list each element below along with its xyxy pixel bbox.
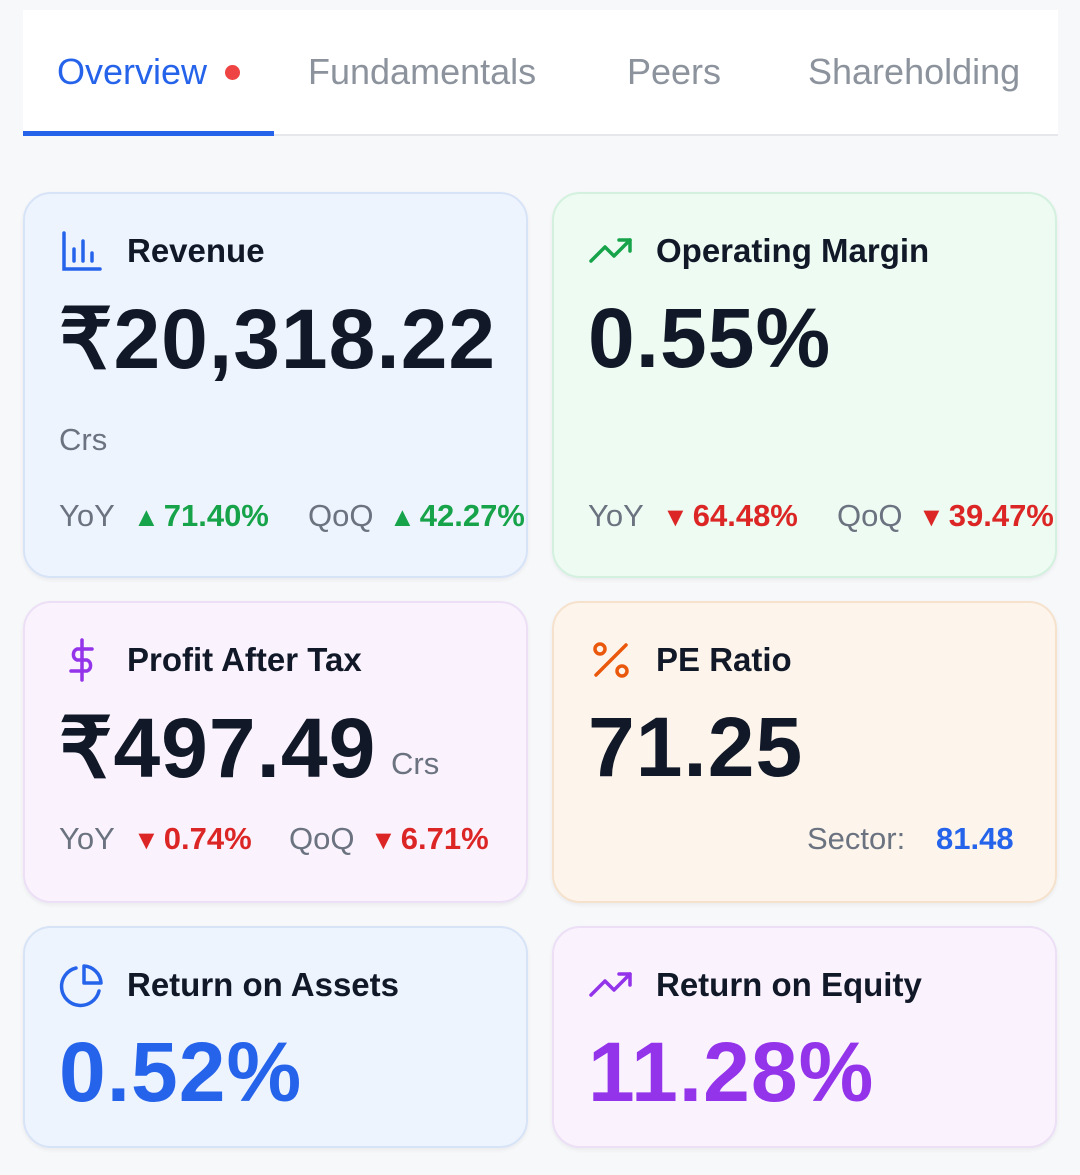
revenue-qoq-label: QoQ xyxy=(308,498,374,533)
operating-margin-yoy-change: ▼ 64.48% xyxy=(662,498,798,533)
return-on-assets-value: 0.52% xyxy=(59,1025,303,1119)
pat-qoq-label: QoQ xyxy=(289,821,355,856)
sector-label: Sector: xyxy=(807,821,906,856)
revenue-value: ₹20,318.22 xyxy=(59,292,497,386)
down-arrow-icon: ▼ xyxy=(133,825,160,855)
return-on-equity-title: Return on Equity xyxy=(656,966,922,1003)
operating-margin-qoq-label: QoQ xyxy=(837,498,903,533)
pat-yoy-change: ▼ 0.74% xyxy=(133,821,252,856)
pat-yoy-label: YoY xyxy=(59,821,115,856)
operating-margin-card[interactable]: Operating Margin 0.55% YoY ▼ 64.48% QoQ ▼… xyxy=(552,192,1057,578)
tab-shareholding[interactable]: Shareholding xyxy=(808,10,1020,134)
profit-after-tax-value: ₹497.49 xyxy=(59,701,377,795)
down-arrow-icon: ▼ xyxy=(370,825,397,855)
tab-shareholding-label: Shareholding xyxy=(808,51,1021,92)
profit-after-tax-title: Profit After Tax xyxy=(127,641,362,678)
pe-ratio-title: PE Ratio xyxy=(656,641,792,678)
revenue-yoy-change: ▲ 71.40% xyxy=(133,498,269,533)
revenue-card[interactable]: Revenue ₹20,318.22 Crs YoY ▲ 71.40% QoQ ▲… xyxy=(23,192,528,578)
up-arrow-icon: ▲ xyxy=(133,502,160,532)
return-on-equity-card[interactable]: Return on Equity 11.28% xyxy=(552,926,1057,1148)
pat-qoq-change: ▼ 6.71% xyxy=(370,821,489,856)
dollar-icon xyxy=(59,637,105,683)
tab-overview-label: Overview xyxy=(57,51,208,92)
tab-peers[interactable]: Peers xyxy=(627,10,721,134)
revenue-title: Revenue xyxy=(127,232,265,269)
revenue-unit: Crs xyxy=(59,422,108,457)
operating-margin-value: 0.55% xyxy=(588,291,832,385)
tab-peers-label: Peers xyxy=(627,51,722,92)
tab-fundamentals-label: Fundamentals xyxy=(308,51,537,92)
revenue-yoy-label: YoY xyxy=(59,498,115,533)
up-arrow-icon: ▲ xyxy=(389,502,416,532)
percent-icon xyxy=(588,637,634,683)
profit-after-tax-card[interactable]: Profit After Tax ₹497.49 Crs YoY ▼ 0.74% … xyxy=(23,601,528,903)
bar-chart-icon xyxy=(59,228,105,274)
tab-overview[interactable]: Overview xyxy=(57,10,241,134)
pe-ratio-card[interactable]: PE Ratio 71.25 Sector: 81.48 xyxy=(552,601,1057,903)
return-on-assets-title: Return on Assets xyxy=(127,966,399,1003)
trending-up-icon xyxy=(588,228,634,274)
notification-dot xyxy=(225,64,241,80)
operating-margin-qoq-change: ▼ 39.47% xyxy=(918,498,1054,533)
active-tab-indicator xyxy=(23,131,274,136)
pe-ratio-value: 71.25 xyxy=(588,700,804,794)
return-on-equity-value: 11.28% xyxy=(588,1025,875,1119)
operating-margin-yoy-label: YoY xyxy=(588,498,644,533)
down-arrow-icon: ▼ xyxy=(662,502,689,532)
operating-margin-title: Operating Margin xyxy=(656,232,930,269)
trending-up-icon xyxy=(588,962,634,1008)
revenue-qoq-change: ▲ 42.27% xyxy=(389,498,525,533)
sector-pe-value: 81.48 xyxy=(936,821,1014,856)
return-on-assets-card[interactable]: Return on Assets 0.52% xyxy=(23,926,528,1148)
profit-after-tax-unit: Crs xyxy=(391,746,440,781)
tab-bar: Overview Fundamentals Peers Shareholding xyxy=(23,10,1058,136)
down-arrow-icon: ▼ xyxy=(918,502,945,532)
pie-chart-icon xyxy=(59,962,105,1008)
tab-fundamentals[interactable]: Fundamentals xyxy=(308,10,536,134)
